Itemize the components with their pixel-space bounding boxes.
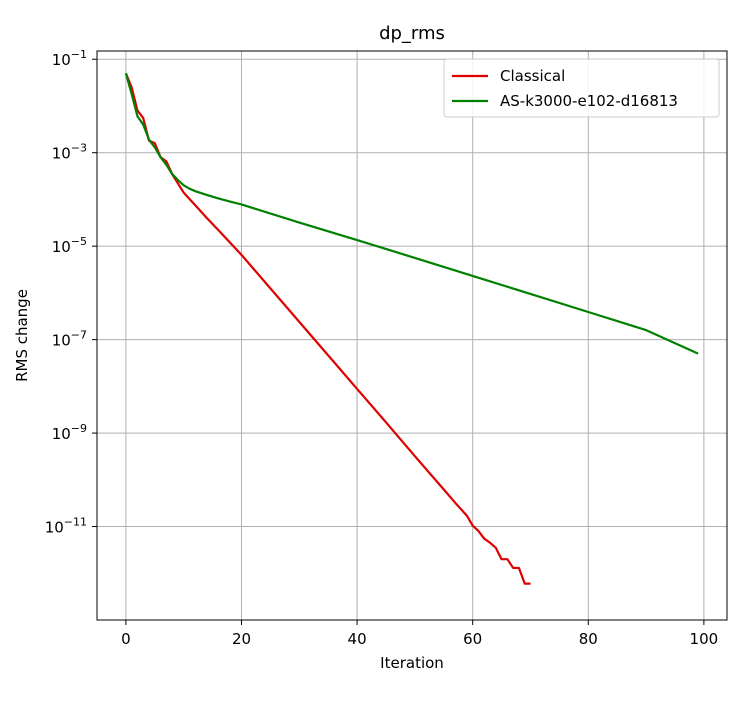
- legend-label: AS-k3000-e102-d16813: [500, 92, 678, 110]
- x-axis-ticks: 0 20 40 60 80 100: [121, 620, 718, 648]
- series-line-as-k3000: [124, 73, 699, 355]
- x-tick-label: 20: [232, 630, 251, 648]
- x-axis-title: Iteration: [380, 654, 444, 672]
- y-tick-label: 10−11: [45, 516, 87, 537]
- grid: [97, 51, 727, 620]
- y-tick-label: 10−5: [52, 235, 87, 256]
- series-line-classical: [124, 72, 531, 585]
- y-tick-label: 10−1: [52, 48, 87, 69]
- y-tick-label: 10−7: [52, 329, 87, 350]
- x-tick-label: 40: [348, 630, 367, 648]
- y-tick-label: 10−3: [52, 142, 87, 163]
- plot-frame: [96, 50, 728, 621]
- x-tick-label: 0: [121, 630, 131, 648]
- y-tick-label: 10−9: [52, 422, 87, 443]
- legend-box: [443, 58, 720, 118]
- x-tick-label: 80: [579, 630, 598, 648]
- legend-label: Classical: [500, 67, 565, 85]
- y-axis-title: RMS change: [13, 289, 31, 382]
- chart-title: dp_rms: [379, 23, 445, 44]
- series-lines: [124, 72, 699, 585]
- x-tick-label: 60: [463, 630, 482, 648]
- legend: Classical AS-k3000-e102-d16813: [443, 58, 720, 118]
- x-tick-label: 100: [690, 630, 719, 648]
- y-axis-ticks: 10−1 10−3 10−5 10−7 10−9 10−11: [45, 48, 97, 537]
